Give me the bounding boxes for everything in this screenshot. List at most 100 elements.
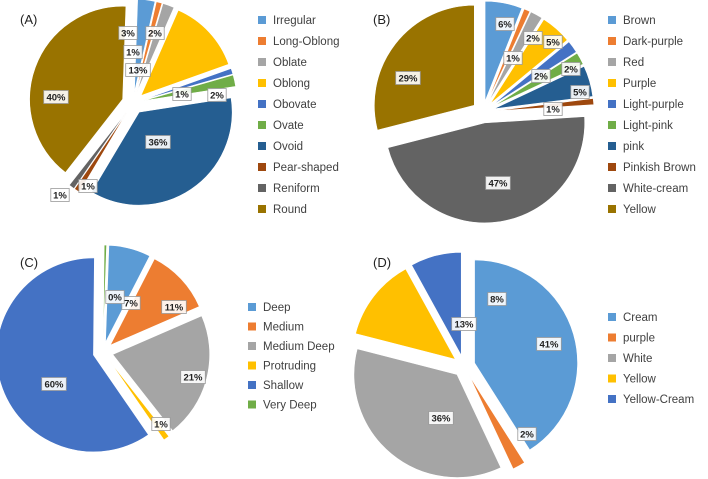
data-label-white: 36%	[428, 411, 454, 425]
legend-item-pinkish-brown: Pinkish Brown	[608, 162, 696, 174]
legend-item-cream: Cream	[608, 312, 658, 324]
data-label-text: 2%	[520, 429, 534, 440]
legend-item-ovoid: Ovoid	[258, 141, 303, 153]
legend-label: Oblong	[273, 78, 310, 90]
legend-label: pink	[623, 141, 644, 153]
panel-label: (C)	[20, 255, 38, 270]
data-label-text: 2%	[148, 28, 162, 39]
legend-item-light-pink: Light-pink	[608, 120, 673, 132]
legend-swatch	[608, 37, 616, 45]
data-label-text: 1%	[81, 181, 95, 192]
data-label-purple: 5%	[543, 35, 563, 49]
legend-swatch	[258, 184, 266, 192]
legend-swatch	[608, 184, 616, 192]
legend-item-reniform: Reniform	[258, 183, 320, 195]
legend-label: Yellow-Cream	[623, 394, 694, 406]
data-label-text: 1%	[53, 190, 67, 201]
data-label-pear-shaped: 1%	[78, 179, 98, 193]
data-label-text: 8%	[490, 294, 504, 305]
legend-item-medium: Medium	[248, 322, 304, 334]
legend-label: Round	[273, 204, 307, 216]
data-label-text: 5%	[546, 37, 560, 48]
legend-swatch	[248, 400, 256, 409]
legend-swatch	[608, 16, 616, 24]
legend-item-purple: Purple	[608, 78, 656, 90]
panel-label: (A)	[20, 12, 37, 27]
data-label-text: 40%	[46, 92, 66, 103]
legend-label: Oblate	[273, 57, 307, 69]
legend-label: Obovate	[273, 99, 316, 111]
data-label-text: 11%	[165, 302, 184, 313]
legend-swatch	[258, 16, 266, 24]
legend-label: Purple	[623, 78, 656, 90]
data-label-obovate: 1%	[172, 87, 192, 101]
legend-item-yellow: Yellow	[608, 374, 657, 386]
legend-label: Medium Deep	[263, 341, 335, 353]
pie-slice-oblong	[140, 9, 230, 97]
data-label-yellow: 29%	[395, 71, 421, 85]
data-label-text: 1%	[126, 47, 140, 58]
legend-item-ovate: Ovate	[258, 120, 304, 132]
legend-swatch	[248, 342, 256, 350]
legend-item-purple: purple	[608, 333, 655, 345]
data-label-light-pink: 2%	[561, 62, 581, 76]
legend-swatch	[248, 303, 256, 311]
legend-item-round: Round	[258, 204, 307, 216]
data-label-text: 3%	[121, 28, 135, 39]
legend-label: Pear-shaped	[273, 162, 339, 174]
legend-label: Ovoid	[273, 141, 303, 153]
data-label-text: 6%	[498, 19, 512, 30]
legend-swatch	[608, 121, 616, 129]
legend-item-pear-shaped: Pear-shaped	[258, 162, 339, 174]
legend-swatch	[608, 333, 616, 342]
legend-item-brown: Brown	[608, 15, 656, 27]
legend-label: Cream	[623, 312, 658, 324]
data-label-text: 1%	[546, 104, 560, 115]
pie-slice-purple	[469, 375, 525, 470]
legend-swatch	[608, 142, 616, 150]
legend-item-deep: Deep	[248, 302, 291, 314]
legend-swatch	[258, 58, 266, 66]
data-label-text: 1%	[175, 89, 189, 100]
data-label-text: 21%	[183, 372, 203, 383]
legend-item-shallow: Shallow	[248, 380, 304, 392]
data-label-cream: 41%	[536, 337, 562, 351]
legend-label: Reniform	[273, 183, 320, 195]
data-label-irregular: 3%	[118, 26, 138, 40]
data-label-text: 13%	[454, 319, 474, 330]
data-label-oblong: 13%	[125, 63, 151, 77]
data-label-oblate: 2%	[145, 26, 165, 40]
data-label-very-deep: 0%	[105, 290, 125, 304]
data-label-medium-deep: 21%	[180, 370, 206, 384]
data-label-ovoid: 36%	[145, 135, 171, 149]
legend-item-medium-deep: Medium Deep	[248, 341, 335, 353]
data-label-text: 36%	[148, 137, 168, 148]
data-label-text: 2%	[526, 33, 540, 44]
data-label-text: 1%	[506, 53, 520, 64]
legend-swatch	[248, 322, 256, 331]
pie-slice-cream	[474, 259, 578, 451]
pie-panel-c: (C) 7% 11% 21% 1% 60% 0% Deep Medium Medium Deep P…	[0, 244, 335, 453]
pie-panel-b: (B) 6% 1% 2% 5% 2% 2% 5% 1% 47% 29% Brown Dark-purpl…	[373, 0, 696, 224]
legend-swatch	[258, 79, 266, 87]
data-label-text: 13%	[128, 65, 148, 76]
data-label-ovate: 2%	[207, 88, 227, 102]
pie-slice-obovate	[143, 68, 234, 100]
pie-slice-white	[353, 348, 502, 478]
legend-label: purple	[623, 333, 655, 345]
legend-label: Shallow	[263, 380, 304, 392]
data-label-red: 2%	[523, 31, 543, 45]
legend-item-obovate: Obovate	[258, 99, 316, 111]
data-label-pinkish-brown: 1%	[543, 102, 563, 116]
legend-label: Yellow	[623, 374, 657, 386]
legend-swatch	[258, 205, 266, 213]
pie-slice-medium	[109, 258, 200, 346]
legend-item-light-purple: Light-purple	[608, 99, 684, 111]
pie-panel-a: (A) 3% 1% 2% 13% 1% 2% 36% 1% 1% 40% Irregular Long-…	[20, 0, 340, 216]
legend-swatch	[608, 395, 616, 403]
legend-swatch	[258, 121, 266, 129]
legend-label: Yellow	[623, 204, 657, 216]
legend-item-very-deep: Very Deep	[248, 400, 317, 412]
pie-slice-reniform	[68, 111, 127, 190]
legend-label: Protruding	[263, 361, 316, 373]
